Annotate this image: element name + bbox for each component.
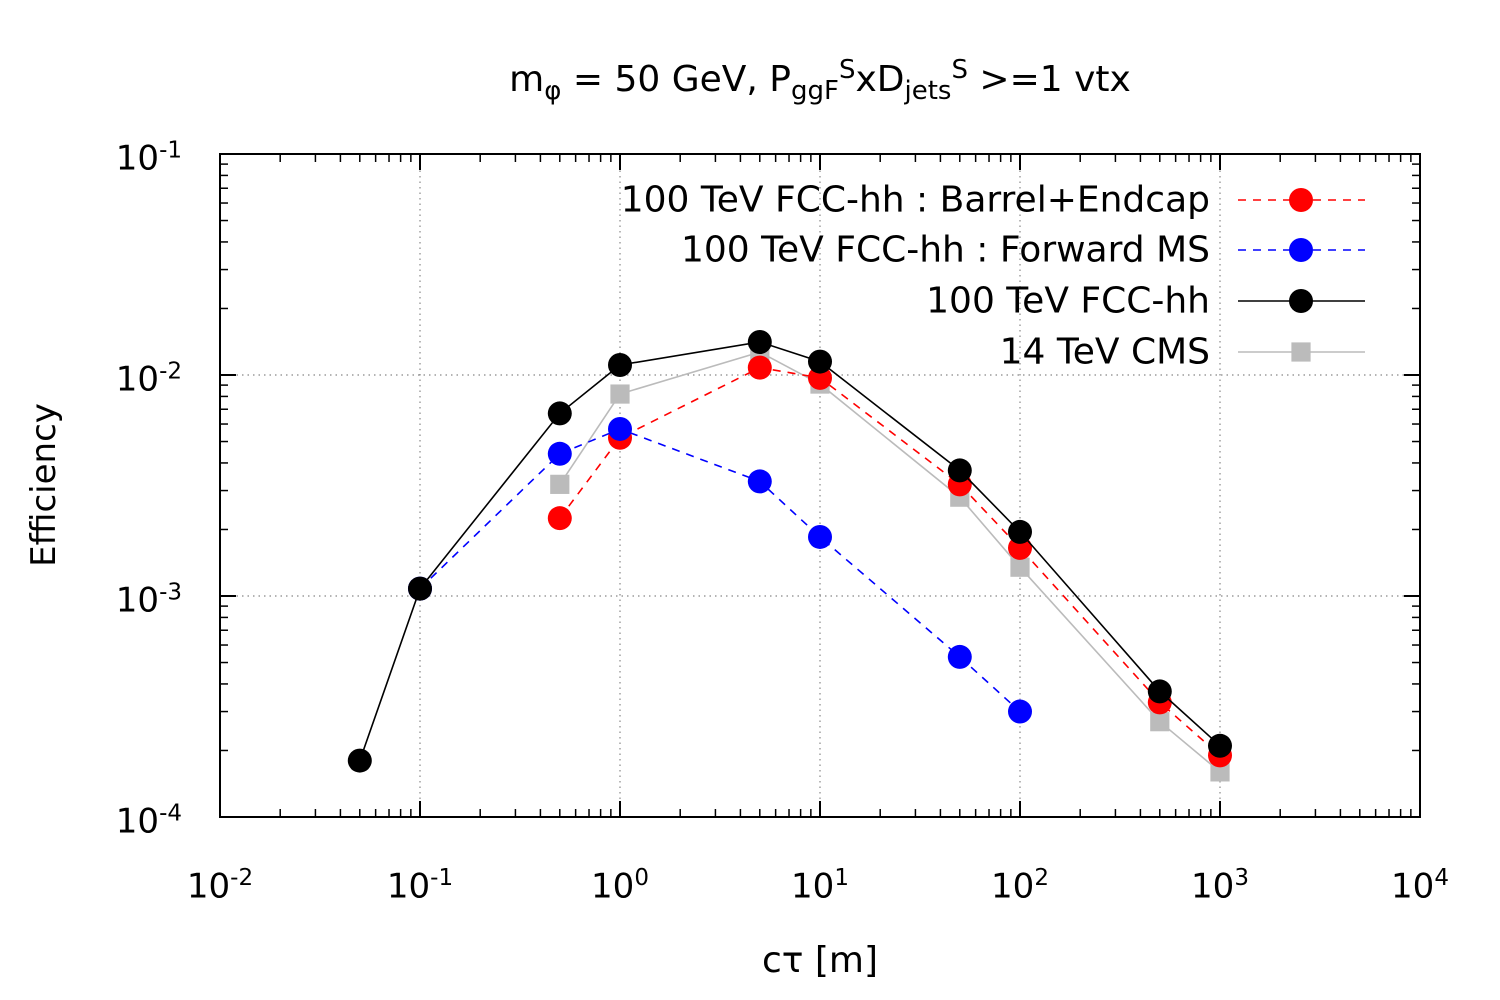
x-tick-label: 101 — [791, 865, 849, 907]
x-tick-label: 102 — [991, 865, 1049, 907]
data-point — [608, 352, 632, 377]
data-point — [1008, 699, 1032, 724]
x-tick-label: 103 — [1191, 865, 1249, 907]
data-point — [1010, 557, 1030, 577]
legend-entry: 14 TeV CMS — [999, 331, 1210, 373]
series-line — [419, 428, 1021, 713]
series-line — [559, 366, 1221, 757]
x-tick-label: 10-2 — [186, 865, 254, 907]
data-point — [1147, 679, 1172, 704]
legend-entry: 100 TeV FCC-hh : Barrel+Endcap — [620, 179, 1210, 221]
series-2 — [347, 330, 1232, 773]
legend-entry: 100 TeV FCC-hh : Forward MS — [681, 229, 1210, 271]
y-tick-label: 10-2 — [115, 358, 182, 400]
x-tick-label: 100 — [591, 865, 649, 907]
data-point — [547, 441, 572, 466]
series-3 — [550, 342, 1230, 782]
plot-frame — [219, 153, 1421, 818]
legend-marker — [1291, 342, 1311, 362]
data-point — [550, 474, 570, 494]
data-point — [808, 349, 832, 374]
series-line — [559, 351, 1221, 773]
legend-samples — [1238, 188, 1365, 362]
data-point — [1210, 762, 1230, 782]
data-point — [610, 384, 630, 404]
x-axis-label: cτ [m] — [761, 940, 879, 981]
data-point — [608, 416, 632, 441]
data-point — [547, 506, 572, 531]
legend-entry: 100 TeV FCC-hh — [926, 280, 1210, 322]
x-tick-label: 104 — [1391, 865, 1449, 907]
data-point — [747, 355, 772, 380]
series-line — [359, 341, 1221, 761]
x-tick-label: 10-1 — [386, 865, 454, 907]
data-point — [1008, 519, 1032, 544]
series-layer — [347, 330, 1232, 782]
y-axis-label: Efficiency — [24, 403, 64, 567]
series-0 — [547, 355, 1232, 768]
legend-marker — [1289, 238, 1313, 262]
data-point — [347, 748, 372, 773]
legend-marker — [1289, 188, 1313, 212]
data-point — [1208, 733, 1232, 758]
data-point — [947, 458, 972, 483]
data-point — [947, 644, 972, 669]
series-1 — [408, 416, 1032, 724]
data-point — [408, 576, 432, 601]
y-tick-label: 10-4 — [115, 800, 182, 842]
chart-title: mφ = 50 GeV, PggFSxDjetsS >=1 vtx — [509, 55, 1131, 107]
y-tick-label: 10-3 — [115, 579, 182, 621]
data-point — [547, 401, 572, 426]
data-point — [1150, 712, 1170, 732]
y-tick-label: 10-1 — [115, 137, 182, 179]
legend-marker — [1289, 289, 1313, 313]
data-point — [747, 469, 772, 494]
data-point — [747, 330, 772, 355]
data-point — [808, 524, 832, 549]
